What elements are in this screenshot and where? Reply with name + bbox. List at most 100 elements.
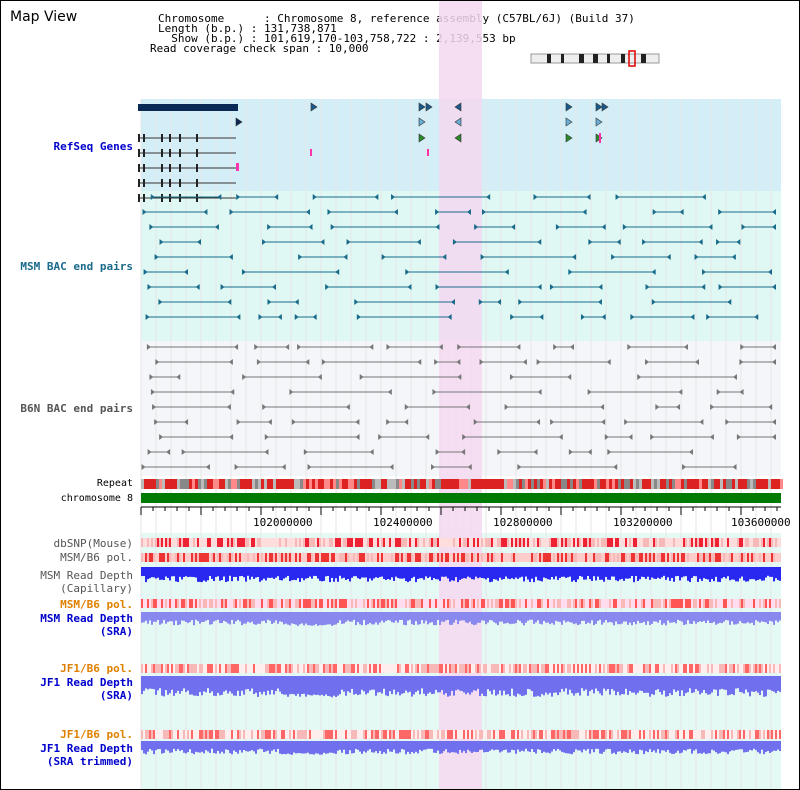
track-label-jf1-b6-pol-1[interactable]: JF1/B6 pol. xyxy=(60,662,133,675)
jf1-trimmed-depth-bar xyxy=(773,741,775,751)
jf1-pol-heat xyxy=(197,664,199,673)
jf1-sra-depth-bar xyxy=(473,676,475,691)
jf1-pol-heat xyxy=(641,664,643,673)
track-label-msm-read-depth-capillary[interactable]: MSM Read Depth xyxy=(40,569,133,582)
msm-sra-depth-bar xyxy=(261,612,263,622)
msm-capillary-depth-bar xyxy=(451,567,453,581)
msm-bac-pair-end xyxy=(450,299,455,305)
msm-pol-heat xyxy=(593,553,595,562)
jf1-sra-depth-bar xyxy=(367,676,369,694)
jf1-pol-heat xyxy=(413,664,415,673)
jf1-pol-heat xyxy=(725,664,727,673)
b6n-bac-pair-end xyxy=(359,374,364,380)
jf1-pol-heat xyxy=(335,664,337,673)
dbsnp-heat xyxy=(639,538,641,547)
jf1-pol-heat xyxy=(607,664,609,673)
jf1-trimmed-depth-bar xyxy=(645,741,647,752)
track-label-msm-b6-pol-2[interactable]: MSM/B6 pol. xyxy=(60,598,133,611)
chromosome-bar xyxy=(141,493,781,503)
msm-sra-depth-bar xyxy=(445,612,447,621)
msm-pol-heat xyxy=(633,553,635,562)
msm-pol-heat xyxy=(263,553,265,562)
jf1-pol2-heat xyxy=(733,730,735,739)
msm-sra-depth-bar xyxy=(491,612,493,621)
jf1-pol2-heat xyxy=(409,730,411,739)
dbsnp-heat xyxy=(451,538,453,547)
msm-sra-depth-bar xyxy=(223,612,225,621)
jf1-sra-depth-bar xyxy=(587,676,589,696)
msm-sra-depth-bar xyxy=(749,612,751,624)
msm-sra-depth-bar xyxy=(769,612,771,621)
msm-capillary-depth-bar xyxy=(529,567,531,582)
msm-pol-heat xyxy=(313,553,315,562)
jf1-pol-heat xyxy=(515,664,517,673)
msm-pol-heat xyxy=(773,553,775,562)
jf1-trimmed-depth-bar xyxy=(427,741,429,749)
jf1-trimmed-depth-bar xyxy=(375,741,377,752)
track-label-repeat[interactable]: Repeat xyxy=(96,478,133,489)
repeat-segment xyxy=(207,479,210,489)
jf1-sra-depth-bar xyxy=(387,676,389,697)
msm-capillary-depth-bar xyxy=(499,567,501,578)
jf1-pol-heat xyxy=(489,664,491,673)
msm-pol2-heat xyxy=(303,599,305,608)
msm-sra-depth-bar xyxy=(381,612,383,621)
jf1-sra-depth-bar xyxy=(393,676,395,690)
dbsnp-heat xyxy=(563,538,565,547)
msm-pol-heat xyxy=(443,553,445,562)
dbsnp-heat xyxy=(413,538,415,547)
msm-pol-heat xyxy=(489,553,491,562)
msm-pol2-heat xyxy=(175,599,177,608)
jf1-pol2-heat xyxy=(735,730,737,739)
jf1-sra-depth-bar xyxy=(719,676,721,690)
repeat-segment xyxy=(342,479,345,489)
msm-capillary-depth-bar xyxy=(601,567,603,580)
jf1-pol2-heat xyxy=(529,730,531,739)
dbsnp-heat xyxy=(275,538,277,547)
axis-tick-label: 103200000 xyxy=(613,516,673,529)
dbsnp-heat xyxy=(553,538,555,547)
dbsnp-heat xyxy=(515,538,517,547)
jf1-trimmed-depth-bar xyxy=(425,741,427,750)
track-label-msm-bac-end-pairs[interactable]: MSM BAC end pairs xyxy=(20,260,133,273)
track-label-msm-b6-pol-1[interactable]: MSM/B6 pol. xyxy=(60,551,133,564)
msm-pol2-heat xyxy=(427,599,429,608)
msm-pol-heat xyxy=(527,553,529,562)
track-label-dbsnp[interactable]: dbSNP(Mouse) xyxy=(53,537,133,550)
msm-sra-depth-bar xyxy=(149,612,151,621)
gene-exon xyxy=(196,134,198,142)
msm-pol-heat xyxy=(657,553,659,562)
dbsnp-heat xyxy=(145,538,147,547)
msm-pol-heat xyxy=(621,553,623,562)
jf1-trimmed-depth-bar xyxy=(205,741,207,751)
track-label-refseq-genes[interactable]: RefSeq Genes xyxy=(53,140,133,153)
track-label-jf1-b6-pol-2[interactable]: JF1/B6 pol. xyxy=(60,728,133,741)
msm-pol-heat xyxy=(291,553,293,562)
dbsnp-heat xyxy=(157,538,159,547)
msm-pol2-heat xyxy=(495,599,497,608)
msm-pol2-heat xyxy=(335,599,337,608)
msm-pol2-heat xyxy=(177,599,179,608)
track-label-b6n-bac-end-pairs[interactable]: B6N BAC end pairs xyxy=(20,402,133,415)
msm-pol2-heat xyxy=(689,599,691,608)
msm-capillary-depth-bar xyxy=(705,567,707,579)
msm-pol2-heat xyxy=(529,599,531,608)
jf1-trimmed-depth-bar xyxy=(747,741,749,752)
msm-bac-pair-end xyxy=(601,314,606,320)
jf1-pol-heat xyxy=(175,664,177,673)
msm-capillary-depth-bar xyxy=(217,567,219,577)
b6n-bac-pair-end xyxy=(205,464,210,470)
jf1-pol-heat xyxy=(319,664,321,673)
jf1-pol2-heat xyxy=(379,730,381,739)
track-label-jf1-read-depth-sra[interactable]: JF1 Read Depth xyxy=(40,676,133,689)
jf1-pol-heat xyxy=(205,664,207,673)
msm-capillary-depth-bar xyxy=(609,567,611,580)
track-label-chromosome[interactable]: chromosome 8 xyxy=(60,493,133,504)
jf1-trimmed-depth-bar xyxy=(619,741,621,752)
track-label-msm-read-depth-sra[interactable]: MSM Read Depth xyxy=(40,612,133,625)
msm-pol2-heat xyxy=(773,599,775,608)
dbsnp-heat xyxy=(279,538,281,547)
msm-sra-depth-bar xyxy=(507,612,509,623)
track-label-jf1-read-depth-sra-trimmed[interactable]: JF1 Read Depth xyxy=(40,742,133,755)
